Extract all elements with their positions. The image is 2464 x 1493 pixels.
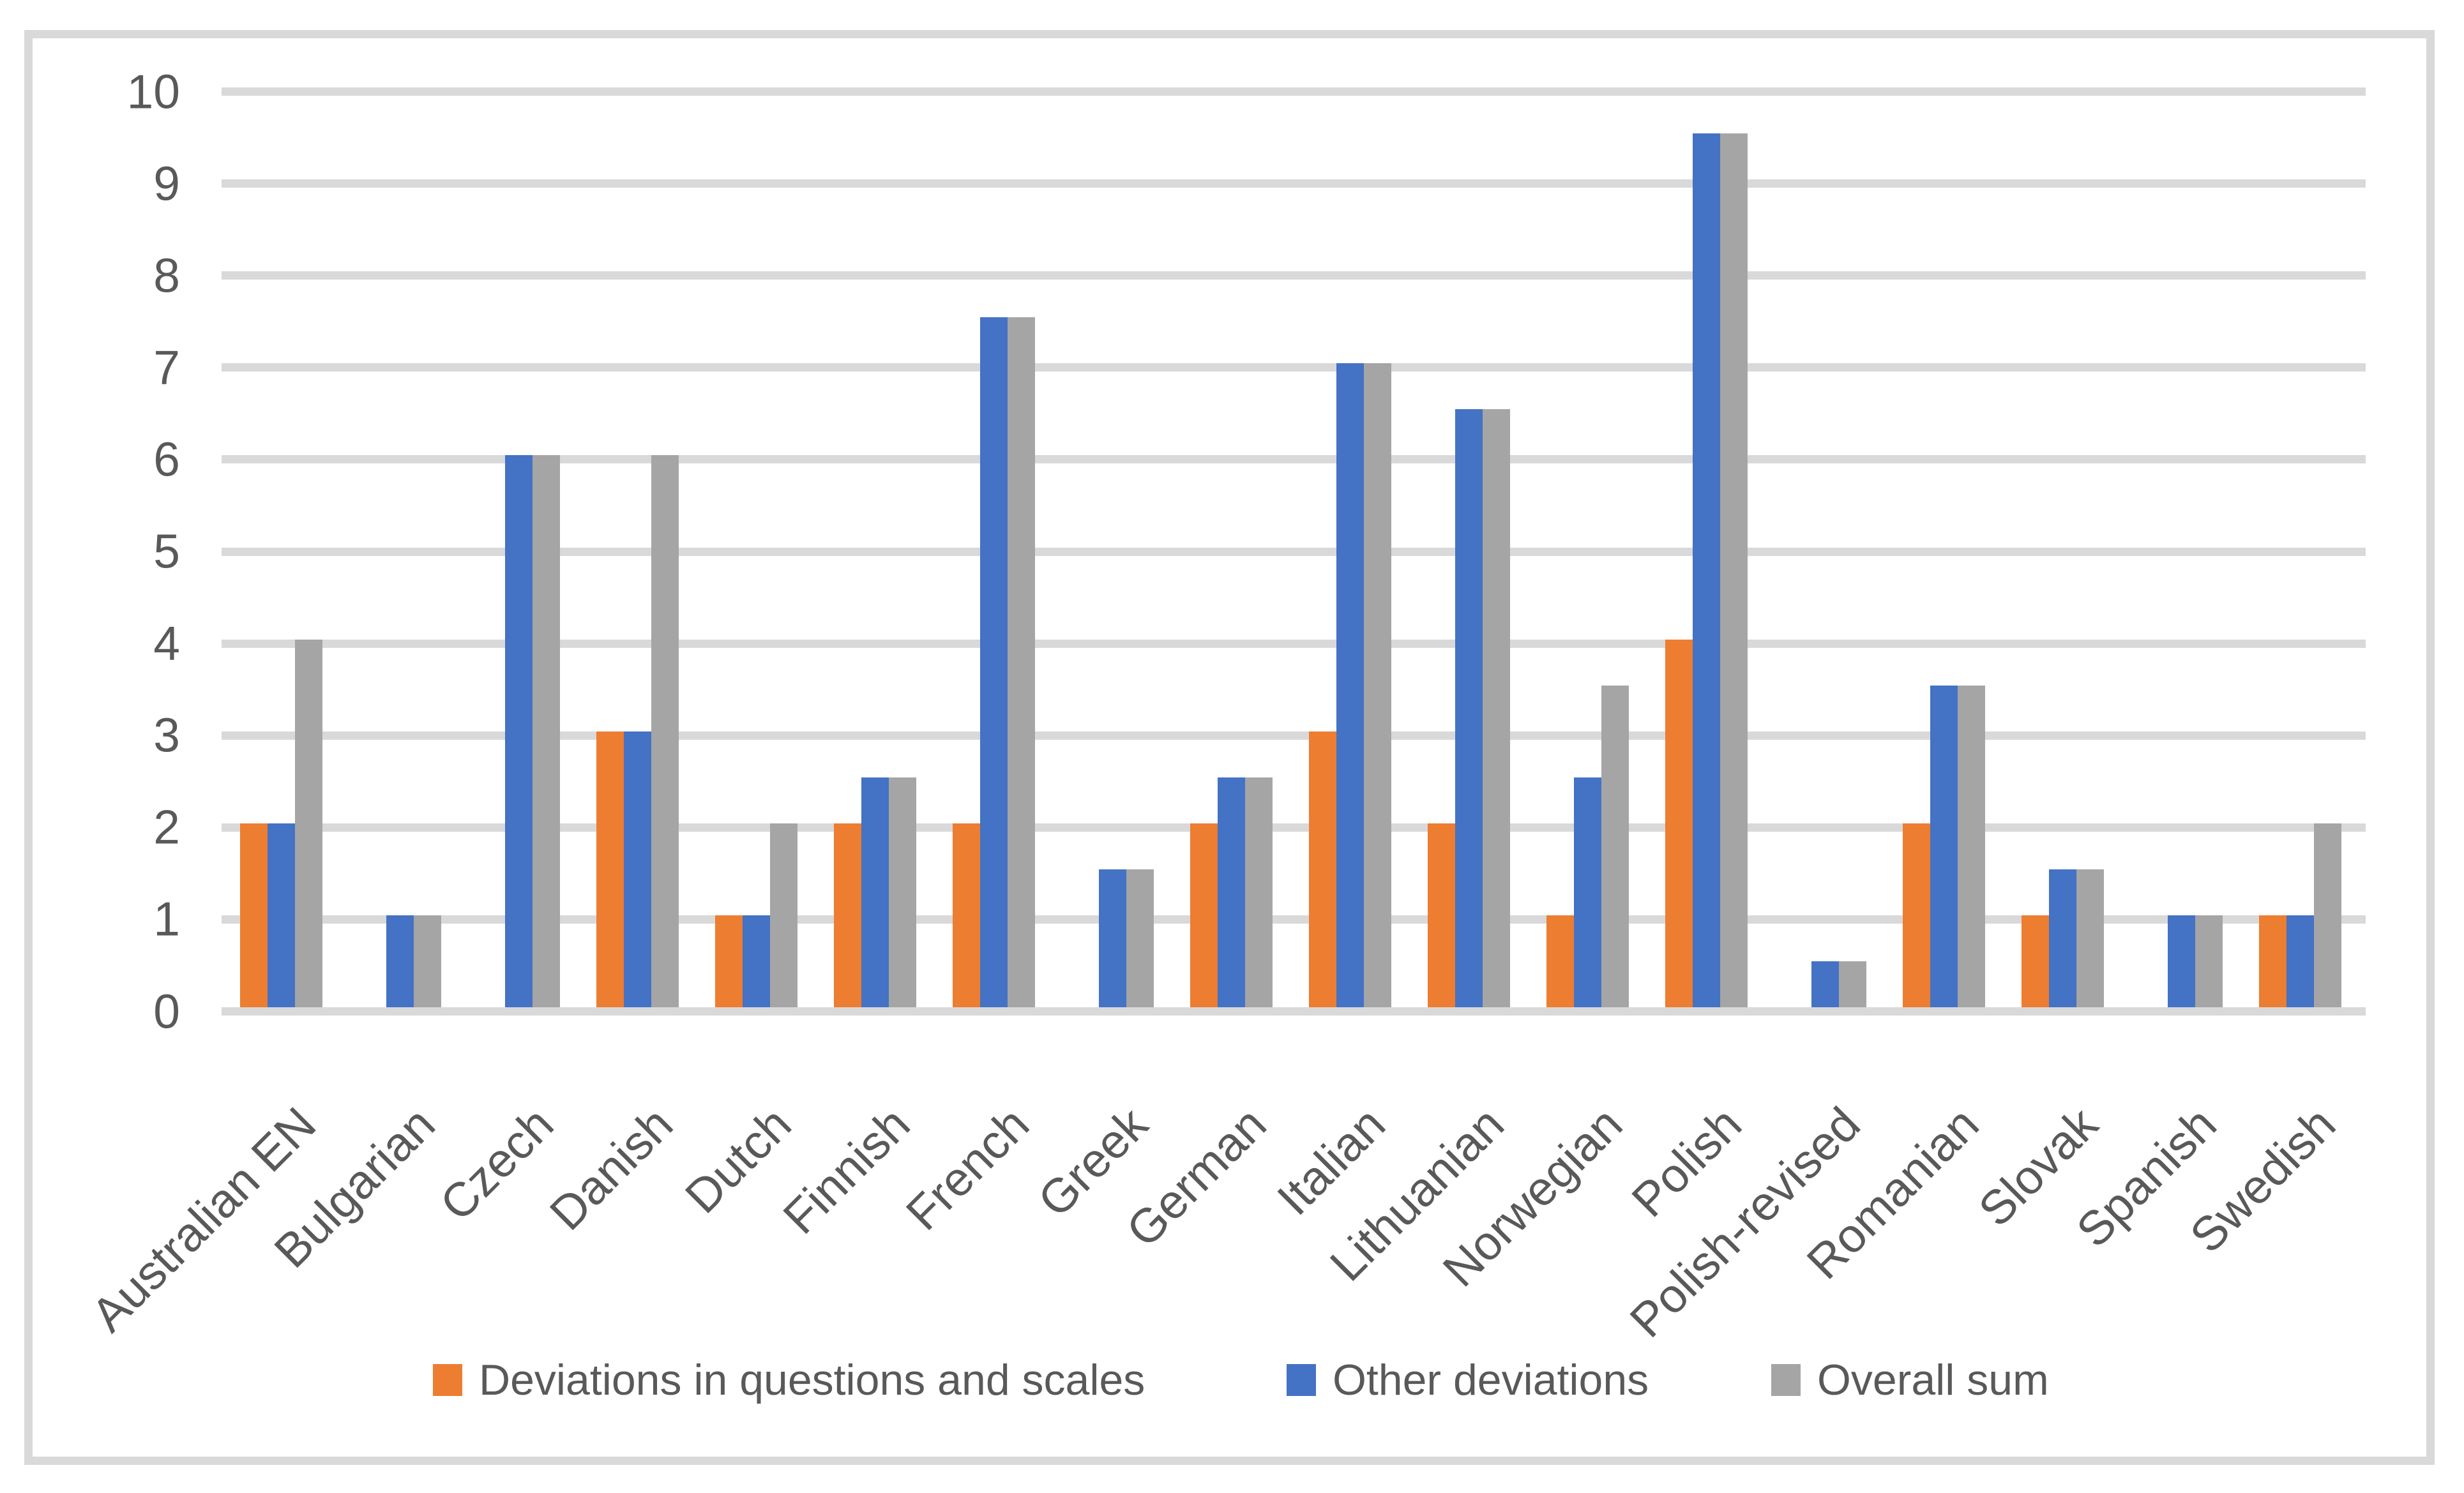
bar: [240, 823, 268, 1007]
bar: [1008, 317, 1035, 1007]
y-tick-label: 2: [153, 800, 180, 854]
bar: [2259, 915, 2286, 1007]
legend-label: Deviations in questions and scales: [479, 1356, 1145, 1404]
y-tick-label: 3: [153, 708, 180, 762]
gridline: [222, 640, 2366, 648]
bar: [861, 777, 889, 1007]
bar: [1364, 363, 1391, 1007]
legend-swatch-icon: [1287, 1364, 1316, 1396]
bar: [386, 915, 414, 1007]
legend-swatch-icon: [433, 1364, 462, 1396]
bar: [1930, 686, 1958, 1007]
legend-item: Deviations in questions and scales: [433, 1356, 1145, 1404]
bar: [268, 823, 295, 1007]
bar: [1218, 777, 1245, 1007]
bar: [2022, 915, 2049, 1007]
legend-label: Other deviations: [1333, 1356, 1649, 1404]
bar: [1665, 640, 1693, 1007]
y-tick-label: 0: [153, 984, 180, 1039]
bar: [743, 915, 770, 1007]
bar: [414, 915, 441, 1007]
y-tick-label: 6: [153, 432, 180, 486]
legend-label: Overall sum: [1817, 1356, 2049, 1404]
bar: [1126, 869, 1154, 1007]
gridline: [222, 548, 2366, 556]
bar: [1546, 915, 1574, 1007]
bar: [1190, 823, 1218, 1007]
bar: [953, 823, 980, 1007]
bar: [505, 455, 533, 1007]
bar: [295, 640, 322, 1007]
bar: [1574, 777, 1601, 1007]
bar: [770, 823, 797, 1007]
bar: [1483, 409, 1510, 1007]
bar: [1811, 961, 1839, 1007]
legend-swatch-icon: [1771, 1364, 1801, 1396]
bar: [1839, 961, 1866, 1007]
gridline: [222, 363, 2366, 371]
bar: [834, 823, 861, 1007]
y-tick-label: 9: [153, 156, 180, 211]
bar: [651, 455, 679, 1007]
gridline: [222, 271, 2366, 280]
bar: [1428, 823, 1455, 1007]
bar: [1958, 686, 1985, 1007]
gridline: [222, 87, 2366, 96]
bar: [1455, 409, 1483, 1007]
y-tick-label: 10: [126, 64, 180, 119]
gridline: [222, 179, 2366, 188]
y-tick-label: 8: [153, 248, 180, 303]
y-tick-label: 7: [153, 340, 180, 394]
bar: [2286, 915, 2314, 1007]
bar: [980, 317, 1008, 1007]
bar: [624, 731, 651, 1007]
bar: [1601, 686, 1629, 1007]
y-tick-label: 1: [153, 892, 180, 946]
bar: [1245, 777, 1273, 1007]
bar: [2076, 869, 2104, 1007]
y-tick-label: 4: [153, 616, 180, 670]
bar: [2049, 869, 2076, 1007]
bar: [1336, 363, 1364, 1007]
bar: [1903, 823, 1930, 1007]
bar: [2195, 915, 2223, 1007]
y-tick-label: 5: [153, 524, 180, 578]
gridline: [222, 731, 2366, 740]
bar: [1693, 133, 1720, 1007]
gridline: [222, 823, 2366, 832]
legend-item: Other deviations: [1287, 1356, 1649, 1404]
bar: [1720, 133, 1748, 1007]
bar: [533, 455, 560, 1007]
bar: [1099, 869, 1126, 1007]
legend-item: Overall sum: [1771, 1356, 2049, 1404]
bar: [2168, 915, 2195, 1007]
gridline: [222, 1007, 2366, 1016]
bar: [2314, 823, 2341, 1007]
bar: [715, 915, 743, 1007]
bar: [1309, 731, 1336, 1007]
bar: [889, 777, 916, 1007]
gridline: [222, 455, 2366, 463]
chart-border: [24, 30, 2435, 1465]
bar: [596, 731, 624, 1007]
